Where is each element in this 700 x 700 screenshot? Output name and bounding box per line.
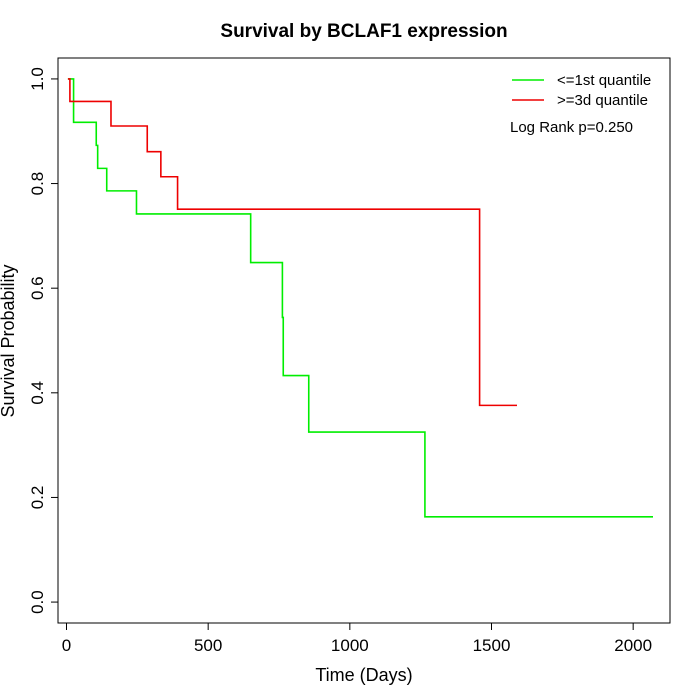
- legend-label-2: >=3d quantile: [557, 92, 648, 109]
- series-group: [67, 78, 653, 518]
- y-axis: 0.0 0.2 0.4 0.6 0.8 1.0: [28, 67, 59, 614]
- log-rank-annotation: Log Rank p=0.250: [510, 119, 633, 136]
- x-tick-label: 0: [62, 636, 71, 655]
- y-tick-label: 0.0: [28, 590, 47, 614]
- series-line-2: [67, 78, 517, 407]
- x-tick-label: 2000: [614, 636, 652, 655]
- y-tick-label: 0.8: [28, 172, 47, 196]
- x-tick-label: 500: [194, 636, 222, 655]
- x-tick-label: 1500: [473, 636, 511, 655]
- y-tick-label: 0.2: [28, 486, 47, 510]
- legend-label-1: <=1st quantile: [557, 72, 651, 89]
- x-axis: 0 500 1000 1500 2000: [62, 622, 652, 655]
- x-tick-label: 1000: [331, 636, 369, 655]
- y-tick-label: 0.6: [28, 276, 47, 300]
- chart-title: Survival by BCLAF1 expression: [220, 21, 507, 42]
- legend: <=1st quantile >=3d quantile: [512, 72, 651, 109]
- y-tick-label: 0.4: [28, 381, 47, 405]
- plot-frame: [57, 57, 671, 624]
- y-axis-label: Survival Probability: [0, 264, 18, 417]
- series-line-1: [67, 78, 653, 518]
- y-tick-label: 1.0: [28, 67, 47, 91]
- x-axis-label: Time (Days): [315, 665, 412, 685]
